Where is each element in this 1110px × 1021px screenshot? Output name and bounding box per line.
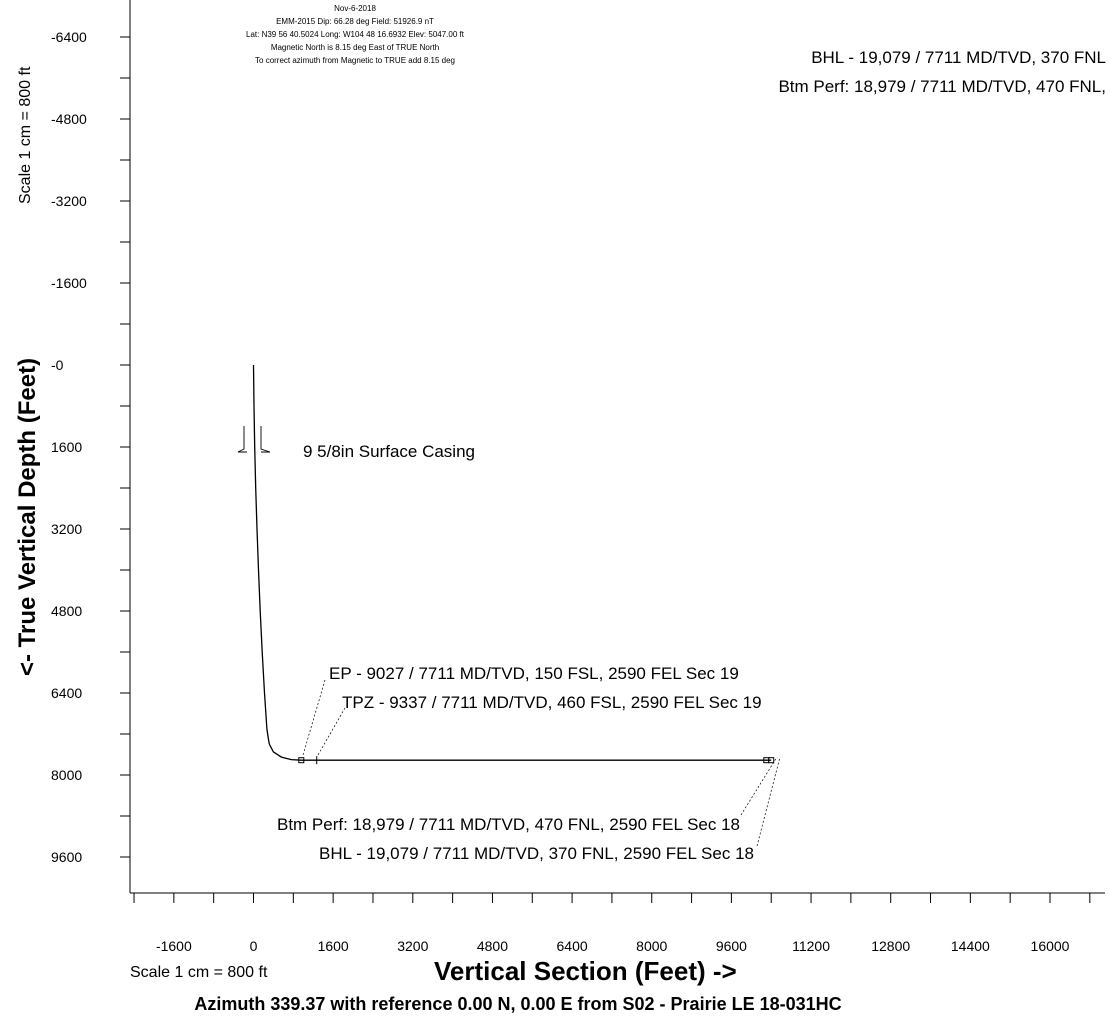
y-tick-label: -1600 (51, 275, 87, 291)
marker-ep (298, 757, 305, 764)
x-tick-label: -1600 (156, 938, 192, 954)
top-right-btm-perf: Btm Perf: 18,979 / 7711 MD/TVD, 470 FNL, (778, 77, 1106, 96)
x-tick-label: 14400 (951, 938, 990, 954)
well-trajectory-line (252, 364, 772, 761)
y-tick-label: 9600 (51, 849, 82, 865)
y-tick-label: -4800 (51, 111, 87, 127)
y-tick-label: -3200 (51, 193, 87, 209)
marker-bhl (768, 757, 775, 764)
series-layer (252, 364, 775, 765)
y-tick-label: 8000 (51, 767, 82, 783)
bhl-label: BHL - 19,079 / 7711 MD/TVD, 370 FNL, 259… (319, 844, 754, 863)
y-tick-label: 4800 (51, 603, 82, 619)
x-tick-label: 4800 (477, 938, 508, 954)
btm-perf-label: Btm Perf: 18,979 / 7711 MD/TVD, 470 FNL,… (277, 815, 740, 834)
x-tick-label: 16000 (1031, 938, 1070, 954)
tpz-label: TPZ - 9337 / 7711 MD/TVD, 460 FSL, 2590 … (342, 693, 762, 712)
x-axis-title: Vertical Section (Feet) -> (434, 956, 737, 986)
x-tick-label: 3200 (397, 938, 428, 954)
y-scale-label: Scale 1 cm = 800 ft (17, 66, 34, 204)
header-line3: Magnetic North is 8.15 deg East of TRUE … (271, 43, 439, 52)
x-tick-label: 11200 (792, 938, 830, 954)
x-tick-label: 6400 (557, 938, 588, 954)
x-tick-label: 0 (250, 938, 258, 954)
y-tick-label: 3200 (51, 521, 82, 537)
header-line1: EMM-2015 Dip: 66.28 deg Field: 51926.9 n… (276, 17, 434, 26)
header-block: Nov-6-2018 EMM-2015 Dip: 66.28 deg Field… (246, 4, 465, 65)
casing-symbol (237, 426, 271, 453)
x-tick-label: 12800 (871, 938, 910, 954)
y-tick-label: -0 (51, 357, 64, 373)
ep-label: EP - 9027 / 7711 MD/TVD, 150 FSL, 2590 F… (329, 664, 739, 683)
axes (129, 0, 1105, 894)
y-tick-label: 1600 (51, 439, 82, 455)
x-scale-label: Scale 1 cm = 800 ft (130, 964, 268, 981)
x-tick-label: 1600 (318, 938, 349, 954)
y-axis-title: <- True Vertical Depth (Feet) (14, 358, 41, 676)
x-tick-label: 8000 (636, 938, 667, 954)
casing-label: 9 5/8in Surface Casing (303, 442, 475, 461)
x-tick-label: 9600 (716, 938, 747, 954)
azimuth-label: Azimuth 339.37 with reference 0.00 N, 0.… (194, 994, 841, 1014)
top-right-bhl: BHL - 19,079 / 7711 MD/TVD, 370 FNL (811, 48, 1106, 67)
header-date: Nov-6-2018 (334, 4, 376, 13)
ticks: -1600 0 1600 3200 4800 6400 8000 9600 11200 12800… (51, 29, 1091, 954)
y-tick-label: 6400 (51, 685, 82, 701)
y-tick-label: -6400 (51, 29, 87, 45)
header-line2: Lat: N39 56 40.5024 Long: W104 48 16.693… (246, 30, 465, 39)
header-line4: To correct azimuth from Magnetic to TRUE… (255, 56, 455, 65)
leader-lines (302, 679, 781, 847)
